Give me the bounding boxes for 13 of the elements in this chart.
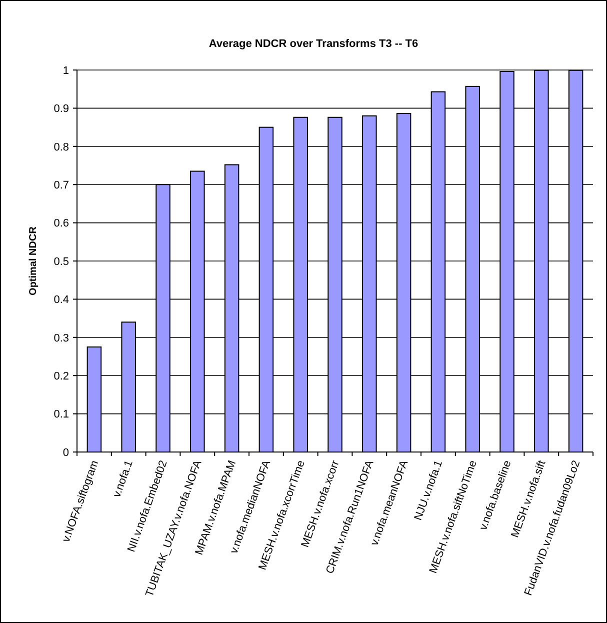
y-axis-title: Optimal NDCR	[28, 226, 39, 296]
y-tick-label: 0.8	[54, 141, 69, 154]
y-tick-label: 0.4	[54, 294, 69, 306]
y-tick-label: 1	[62, 64, 69, 77]
y-tick-label: 0.9	[54, 103, 69, 116]
y-tick-label: 0.6	[54, 218, 69, 230]
y-tick-label: 0.5	[54, 256, 69, 268]
y-tick-label: 0.1	[54, 408, 69, 421]
y-tick-label: 0.3	[54, 332, 69, 344]
y-tick-label: 0.7	[54, 179, 69, 192]
y-tick-label: 0	[62, 446, 69, 459]
y-tick-label: 0.2	[54, 370, 69, 382]
chart-title: Average NDCR over Transforms T3 -- T6	[208, 38, 418, 50]
